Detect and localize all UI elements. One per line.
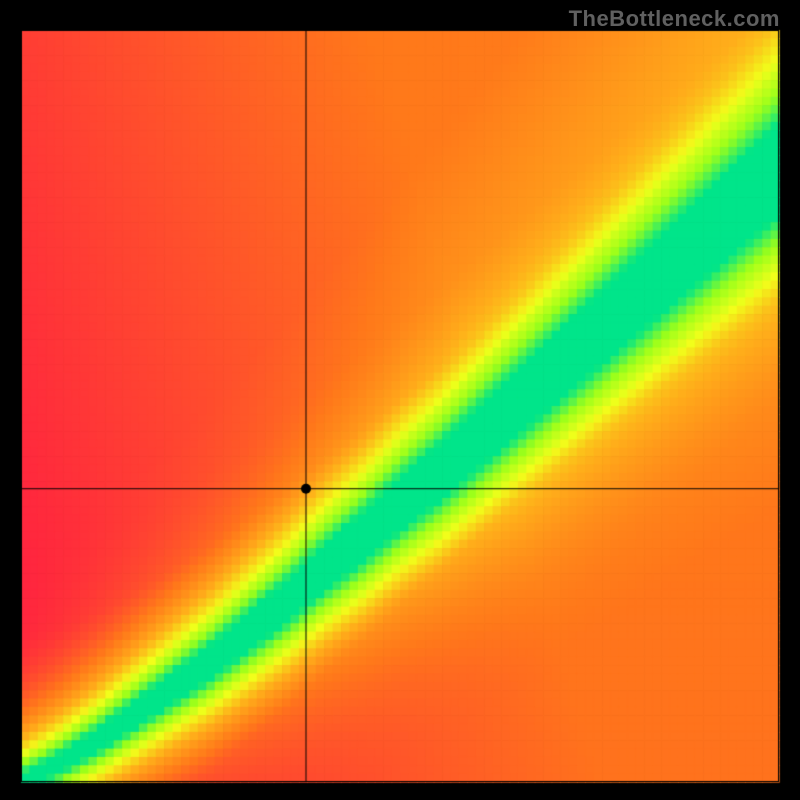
chart-container: TheBottleneck.com xyxy=(0,0,800,800)
bottleneck-heatmap xyxy=(0,0,800,800)
watermark-text: TheBottleneck.com xyxy=(569,6,780,32)
